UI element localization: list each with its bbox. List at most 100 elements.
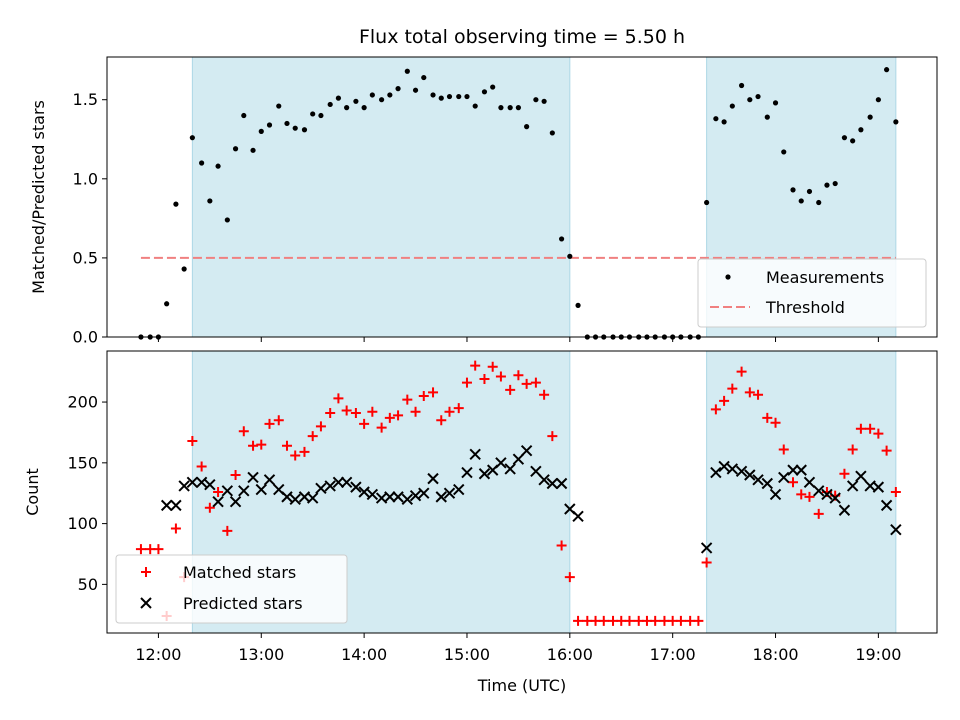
y-tick-label: 50 <box>78 575 98 594</box>
measurement-point <box>327 101 333 108</box>
measurement-point <box>258 128 264 134</box>
measurement-point <box>232 146 239 152</box>
predicted-star-point <box>478 468 491 480</box>
matched-star-point <box>325 407 336 418</box>
matched-star-point <box>410 406 421 417</box>
measurement-point <box>404 68 410 74</box>
bottom-y-axis-label: Count <box>23 468 42 516</box>
matched-star-point <box>598 615 609 626</box>
legend-label-predicted: Predicted stars <box>183 594 303 613</box>
measurement-point <box>276 103 282 109</box>
predicted-star-point <box>803 476 816 488</box>
predicted-star-point <box>306 492 319 504</box>
measurement-point <box>772 100 779 106</box>
matched-star-point <box>710 404 721 415</box>
matched-star-point <box>539 389 550 400</box>
predicted-star-point <box>160 499 173 512</box>
bottom-legend: Matched stars Predicted stars <box>115 554 348 624</box>
predicted-star-point <box>255 483 267 496</box>
measurement-point <box>755 93 761 100</box>
matched-star-point <box>196 461 207 472</box>
measurement-point <box>541 98 547 104</box>
measurement-point <box>438 95 444 101</box>
predicted-star-point <box>735 465 748 478</box>
legend-label-measurements: Measurements <box>766 268 884 287</box>
matched-star-point <box>650 615 661 626</box>
y-tick-label: 100 <box>67 514 98 533</box>
y-tick-label: 200 <box>67 393 98 412</box>
top-y-axis-ticks: 0.0 0.5 1.0 1.5 <box>73 90 107 347</box>
measurement-point <box>824 182 830 188</box>
predicted-star-point <box>435 491 447 503</box>
matched-star-point <box>444 406 455 417</box>
predicted-star-point <box>530 465 542 478</box>
top-legend: Measurements Threshold <box>697 258 927 328</box>
matched-star-point <box>453 403 464 414</box>
predicted-star-point <box>495 457 507 469</box>
predicted-star-point <box>238 485 250 497</box>
matched-star-point <box>693 615 704 626</box>
predicted-star-point <box>427 472 439 485</box>
matched-star-point <box>393 410 404 421</box>
bottom-x-axis-ticks: 12:00 13:00 14:00 15:00 16:00 17:00 18:00 19:00 <box>135 633 901 664</box>
predicted-star-point <box>829 492 841 504</box>
matched-star-point <box>744 387 755 398</box>
top-panel: 0.0 0.5 1.0 1.5 Matched/Predicted stars Mea… <box>29 56 938 347</box>
matched-star-point <box>778 444 789 455</box>
measurement-point <box>335 95 342 101</box>
y-tick-label: 0.0 <box>73 328 98 347</box>
measurement-point <box>524 124 530 130</box>
measurement-point <box>884 67 890 73</box>
predicted-star-point <box>350 481 362 493</box>
matched-star-point <box>281 440 292 451</box>
matched-star-point <box>890 487 901 497</box>
measurement-point <box>387 92 393 98</box>
measurement-point <box>558 236 565 242</box>
y-tick-label: 0.5 <box>73 248 98 267</box>
matched-star-point <box>573 615 584 626</box>
measurement-point <box>721 119 727 125</box>
x-tick-label: 15:00 <box>444 645 490 664</box>
x-axis-label: Time (UTC) <box>477 676 566 695</box>
matched-star-point <box>402 394 413 405</box>
matched-star-point <box>333 393 344 404</box>
predicted-star-point <box>358 486 370 498</box>
predicted-star-point <box>263 474 276 486</box>
matched-star-point <box>839 468 850 479</box>
predicted-star-point <box>453 483 465 496</box>
predicted-star-point <box>787 464 799 476</box>
predicted-star-point <box>555 477 568 490</box>
predicted-star-point <box>229 496 242 508</box>
y-tick-label: 1.0 <box>73 169 98 188</box>
predicted-star-point <box>461 466 473 479</box>
measurement-point <box>266 122 273 128</box>
measurement-point <box>832 180 838 187</box>
measurement-point <box>481 89 488 95</box>
measurement-point <box>867 114 873 120</box>
matched-star-point <box>753 389 764 400</box>
predicted-star-point <box>761 477 774 490</box>
measurement-point <box>893 119 899 125</box>
predicted-star-point <box>340 476 353 488</box>
matched-star-point <box>204 502 215 513</box>
measurement-point <box>507 105 513 111</box>
matched-star-point <box>418 390 429 401</box>
predicted-star-point <box>769 488 782 501</box>
matched-star-point <box>804 491 815 502</box>
matched-star-point <box>813 508 824 519</box>
measurement-point <box>781 149 787 155</box>
bottom-plot-frame <box>106 350 938 634</box>
measurement-point <box>301 127 308 133</box>
predicted-star-point <box>186 476 199 488</box>
measurement-point <box>207 198 213 204</box>
measurement-point <box>841 135 848 141</box>
predicted-star-point <box>281 491 293 503</box>
measurement-point <box>858 127 864 133</box>
predicted-star-point <box>324 480 336 492</box>
measurement-point <box>704 199 710 206</box>
predicted-star-point <box>538 474 550 486</box>
measurement-point <box>284 120 290 127</box>
matched-star-point <box>359 418 370 429</box>
matched-star-point <box>701 557 712 568</box>
measurement-point <box>379 97 385 103</box>
